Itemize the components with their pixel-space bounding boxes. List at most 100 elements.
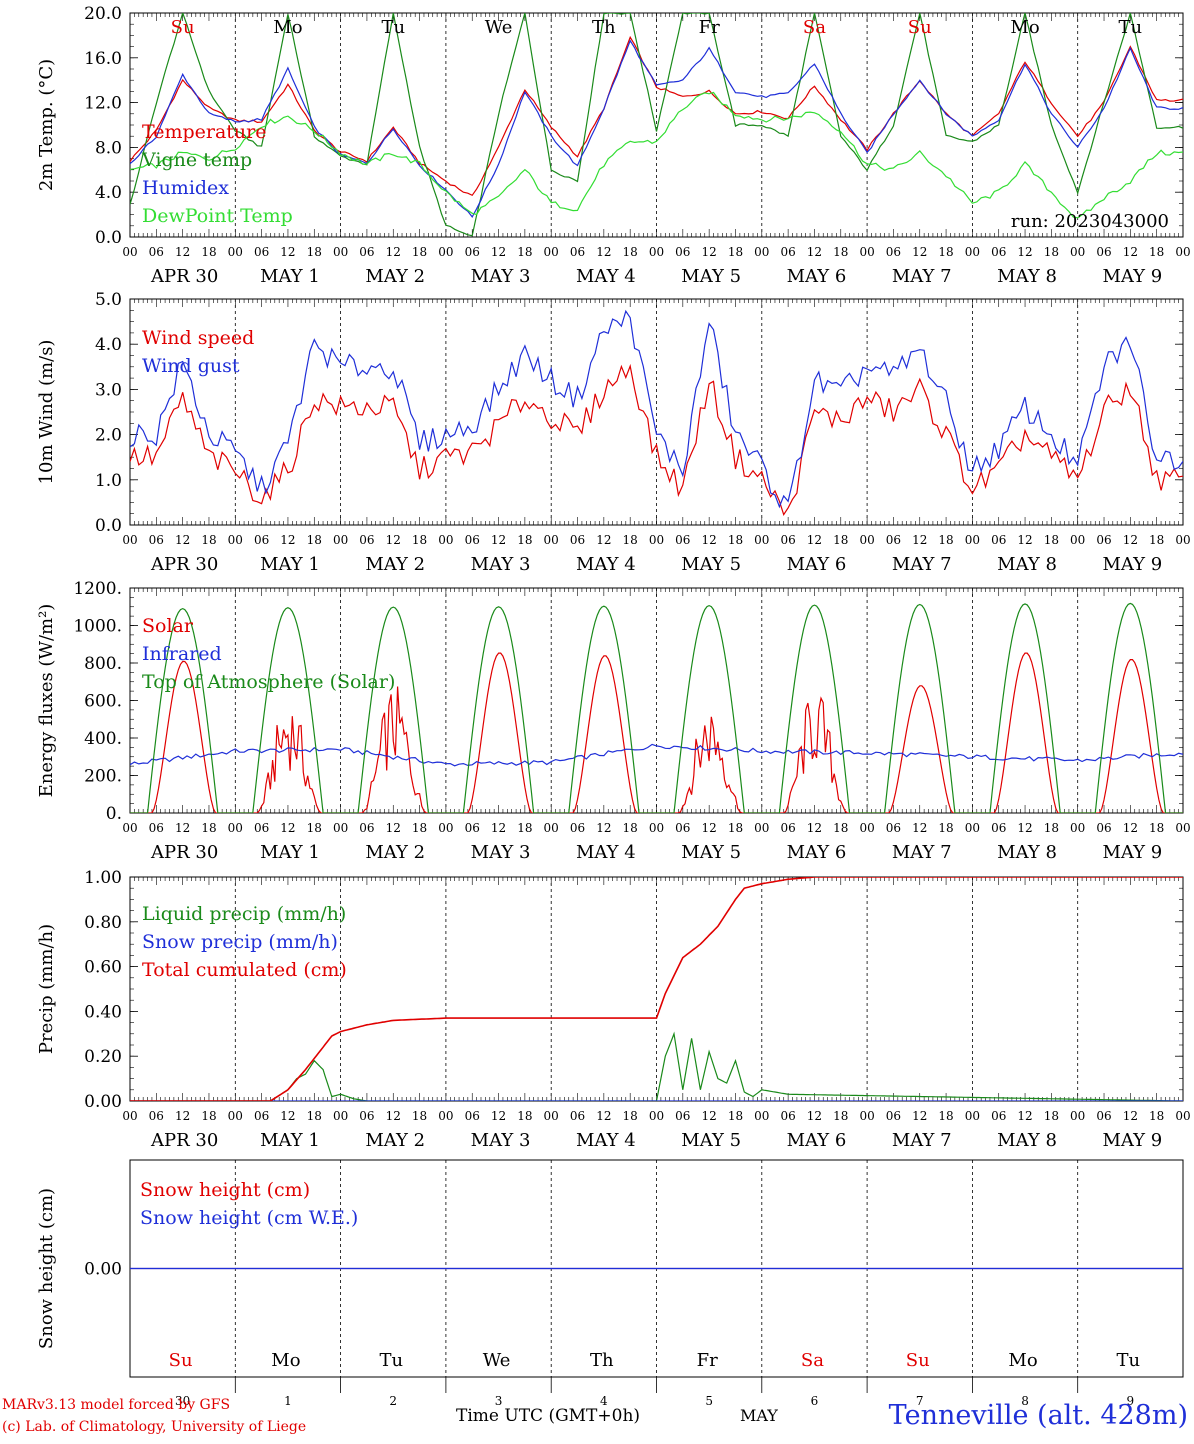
- hour-tick-label: 12: [280, 245, 295, 259]
- month-label: MAY: [740, 1406, 778, 1425]
- hour-tick-label: 18: [1149, 533, 1164, 547]
- y-tick-label: 1200.: [73, 579, 122, 599]
- hour-tick-label: 06: [570, 1109, 585, 1123]
- hour-tick-label: 12: [175, 245, 190, 259]
- y-tick-label: 4.0: [95, 183, 122, 203]
- series-line: [130, 35, 1183, 197]
- hour-tick-label: 00: [754, 245, 769, 259]
- hour-tick-label: 06: [254, 533, 269, 547]
- hour-tick-label: 18: [517, 1109, 532, 1123]
- hour-tick-label: 06: [675, 245, 690, 259]
- hour-tick-label: 00: [965, 533, 980, 547]
- hour-tick-label: 00: [859, 821, 874, 835]
- hour-tick-label: 12: [1017, 821, 1032, 835]
- date-label: MAY 2: [365, 266, 425, 287]
- date-label: APR 30: [150, 1130, 218, 1151]
- hour-tick-label: 00: [228, 1109, 243, 1123]
- date-label: MAY 1: [260, 554, 320, 575]
- hour-tick-label: 06: [254, 245, 269, 259]
- y-tick-label: 0.60: [84, 958, 122, 978]
- y-tick-label: 0.0: [95, 516, 122, 536]
- legend-entry: Wind gust: [142, 355, 240, 377]
- hour-tick-label: 06: [675, 533, 690, 547]
- y-axis-label: 10m Wind (m/s): [36, 340, 57, 485]
- hour-tick-label: 06: [149, 533, 164, 547]
- y-tick-label: 16.0: [84, 49, 122, 69]
- day-name-label: Sa: [803, 17, 826, 38]
- hour-tick-label: 00: [1070, 245, 1085, 259]
- date-label: APR 30: [150, 554, 218, 575]
- hour-tick-label: 18: [412, 821, 427, 835]
- hour-tick-label: 06: [149, 1109, 164, 1123]
- hour-tick-label: 18: [833, 533, 848, 547]
- y-tick-label: 4.0: [95, 335, 122, 355]
- hour-tick-label: 12: [912, 245, 927, 259]
- y-tick-label: 3.0: [95, 380, 122, 400]
- hour-tick-label: 18: [938, 533, 953, 547]
- hour-tick-label: 06: [886, 245, 901, 259]
- day-number-label: 30: [175, 1394, 190, 1408]
- hour-tick-label: 12: [596, 533, 611, 547]
- day-number-label: 9: [1127, 1394, 1135, 1408]
- series-line: [130, 91, 1183, 219]
- series-line: [130, 743, 1183, 767]
- hour-tick-label: 12: [1123, 533, 1138, 547]
- date-label: MAY 7: [892, 266, 952, 287]
- hour-tick-label: 06: [991, 1109, 1006, 1123]
- date-label: MAY 1: [260, 266, 320, 287]
- hour-tick-label: 00: [333, 821, 348, 835]
- hour-tick-label: 00: [122, 821, 137, 835]
- y-tick-label: 600.: [84, 692, 122, 712]
- series-line: [130, 363, 1183, 516]
- legend-entry: Top of Atmosphere (Solar): [142, 671, 395, 693]
- hour-tick-label: 12: [702, 821, 717, 835]
- hour-tick-label: 06: [254, 1109, 269, 1123]
- hour-tick-label: 18: [307, 1109, 322, 1123]
- hour-tick-label: 12: [702, 245, 717, 259]
- legend-entry: Liquid precip (mm/h): [142, 903, 346, 925]
- hour-tick-label: 00: [122, 1109, 137, 1123]
- date-label: MAY 1: [260, 842, 320, 863]
- hour-tick-label: 12: [1017, 533, 1032, 547]
- date-label: MAY 4: [576, 1130, 636, 1151]
- y-tick-label: 0.00: [84, 1092, 122, 1112]
- legend-entry: Temperature: [142, 121, 266, 143]
- legend-entry: Snow height (cm W.E.): [140, 1207, 358, 1229]
- day-name-label: Th: [590, 1350, 614, 1371]
- date-label: APR 30: [150, 266, 218, 287]
- hour-tick-label: 18: [1149, 821, 1164, 835]
- day-name-label: We: [485, 17, 513, 38]
- day-name-label: Tu: [381, 17, 405, 38]
- hour-tick-label: 06: [359, 1109, 374, 1123]
- hour-tick-label: 12: [175, 821, 190, 835]
- hour-tick-label: 00: [544, 533, 559, 547]
- date-label: MAY 6: [787, 554, 847, 575]
- hour-tick-label: 06: [465, 533, 480, 547]
- hour-tick-label: 12: [596, 1109, 611, 1123]
- date-label: MAY 8: [997, 1130, 1057, 1151]
- hour-tick-label: 18: [728, 533, 743, 547]
- hour-tick-label: 00: [333, 245, 348, 259]
- hour-tick-label: 18: [728, 245, 743, 259]
- plot-frame: [129, 12, 1184, 238]
- date-label: MAY 9: [1102, 554, 1162, 575]
- panel-4: [129, 876, 1184, 1102]
- hour-tick-label: 00: [544, 821, 559, 835]
- hour-tick-label: 06: [675, 1109, 690, 1123]
- date-label: MAY 5: [681, 554, 741, 575]
- hour-tick-label: 12: [386, 533, 401, 547]
- hour-tick-label: 00: [1175, 1109, 1190, 1123]
- hour-tick-label: 06: [780, 1109, 795, 1123]
- hour-tick-label: 06: [991, 245, 1006, 259]
- date-label: MAY 2: [365, 842, 425, 863]
- hour-tick-label: 12: [596, 821, 611, 835]
- hour-tick-label: 12: [280, 821, 295, 835]
- day-name-label: Tu: [1119, 17, 1143, 38]
- date-label: MAY 8: [997, 266, 1057, 287]
- hour-tick-label: 18: [1149, 1109, 1164, 1123]
- hour-tick-label: 00: [1175, 245, 1190, 259]
- series-line: [130, 39, 1183, 218]
- hour-tick-label: 06: [359, 245, 374, 259]
- hour-tick-label: 00: [754, 821, 769, 835]
